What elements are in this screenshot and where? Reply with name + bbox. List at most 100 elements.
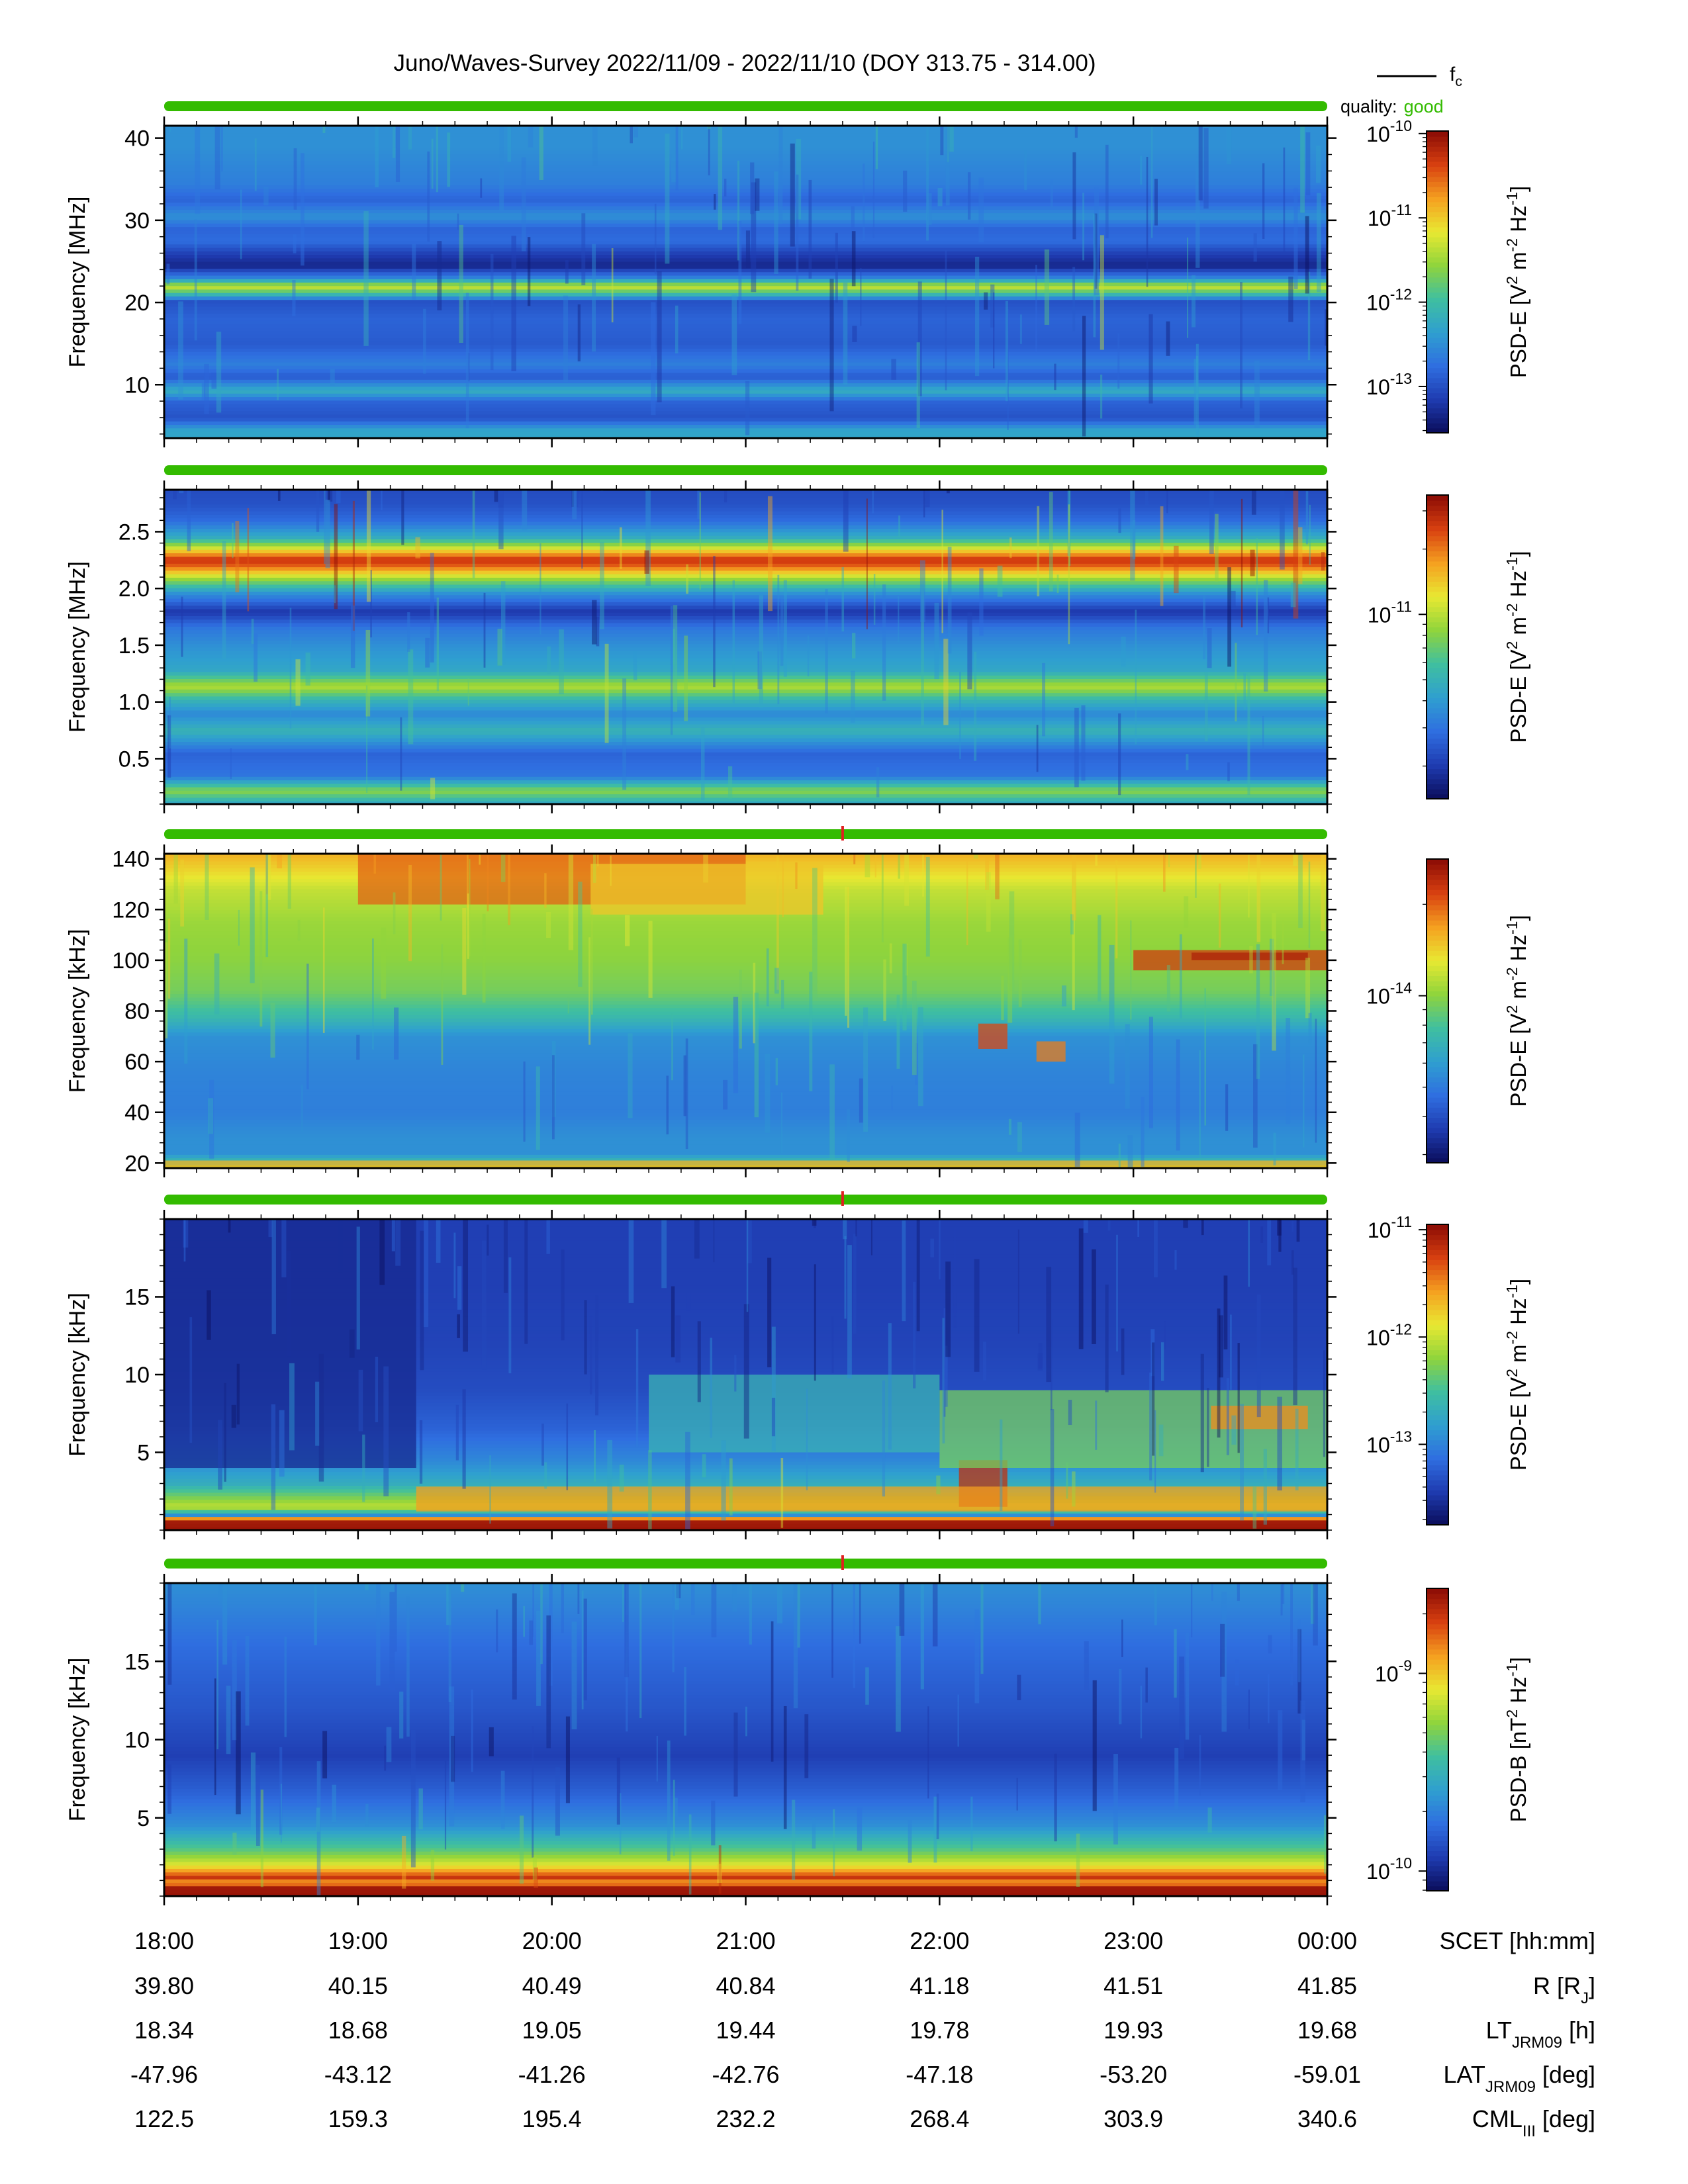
spectrum-row bbox=[164, 1112, 1327, 1116]
colorbar-step bbox=[1427, 606, 1448, 612]
colorbar-step bbox=[1427, 292, 1448, 298]
texture-streak bbox=[1227, 762, 1230, 782]
spectrum-row bbox=[164, 972, 1327, 977]
spectrum-row bbox=[164, 1253, 1327, 1258]
colorbar-step bbox=[1427, 171, 1448, 177]
spectrum-row bbox=[164, 556, 1327, 561]
texture-streak bbox=[747, 1219, 752, 1263]
ephemeris-value: 19.68 bbox=[1297, 2017, 1357, 2044]
colorbar-step bbox=[1427, 621, 1448, 627]
texture-streak bbox=[1150, 1329, 1155, 1377]
texture-streak bbox=[829, 279, 834, 412]
texture-streak bbox=[256, 1764, 260, 1846]
colorbar-step bbox=[1427, 1444, 1448, 1451]
colorbar-step bbox=[1427, 879, 1448, 886]
texture-streak bbox=[774, 968, 779, 994]
y-tick-label: 10 bbox=[124, 1728, 150, 1753]
ephemeris-value: -47.96 bbox=[130, 2061, 198, 2088]
texture-streak bbox=[882, 584, 886, 701]
ephemeris-row: 122.5 159.3 195.4 232.2 268.4 303.9 340.6 CMLII… bbox=[134, 2105, 1595, 2140]
spectrum-row bbox=[164, 261, 1327, 265]
spectrum-row bbox=[164, 1798, 1327, 1803]
colorbar-step bbox=[1427, 723, 1448, 729]
texture-streak bbox=[1093, 214, 1096, 338]
texture-streak bbox=[577, 304, 581, 362]
colorbar-step bbox=[1427, 1394, 1448, 1400]
colorbar-step bbox=[1427, 1239, 1448, 1246]
texture-streak bbox=[1054, 363, 1056, 390]
texture-streak bbox=[648, 1450, 652, 1529]
texture-streak bbox=[1092, 1680, 1097, 1811]
spectrum-row bbox=[164, 1670, 1327, 1674]
texture-streak bbox=[1253, 1044, 1258, 1148]
colorbar-step bbox=[1427, 601, 1448, 608]
colorbar-step bbox=[1427, 287, 1448, 293]
texture-streak bbox=[277, 490, 281, 501]
ephemeris-value: 340.6 bbox=[1297, 2105, 1357, 2132]
texture-streak bbox=[592, 854, 596, 883]
texture-streak bbox=[908, 1820, 912, 1863]
ephemeris-value: 232.2 bbox=[716, 2105, 775, 2132]
texture-streak bbox=[408, 126, 412, 150]
texture-streak bbox=[1199, 1050, 1201, 1158]
y-tick-label: 60 bbox=[124, 1050, 150, 1075]
texture-streak bbox=[947, 547, 952, 654]
colorbar-step bbox=[1427, 1500, 1448, 1506]
texture-streak bbox=[287, 1251, 291, 1357]
texture-streak bbox=[852, 326, 857, 342]
texture-streak bbox=[559, 629, 564, 695]
colorbar-step bbox=[1427, 1375, 1448, 1381]
texture-streak bbox=[293, 234, 297, 253]
texture-streak bbox=[375, 1356, 379, 1422]
spectrum-row bbox=[164, 406, 1327, 412]
texture-streak bbox=[391, 1219, 395, 1251]
colorbar-step bbox=[1427, 1520, 1448, 1525]
texture-streak bbox=[232, 1639, 237, 1741]
spectrum-row bbox=[164, 639, 1327, 645]
texture-streak bbox=[184, 938, 188, 1064]
texture-streak bbox=[461, 1583, 465, 1592]
spectrum-row bbox=[164, 316, 1327, 321]
texture-streak bbox=[1219, 884, 1221, 948]
texture-streak bbox=[1308, 1013, 1312, 1045]
texture-streak bbox=[1137, 1219, 1139, 1238]
colorbar-step bbox=[1427, 1117, 1448, 1123]
spectrum-row bbox=[164, 931, 1327, 935]
colorbar-tick-label: 10-12 bbox=[1366, 286, 1412, 315]
spectrum-row bbox=[164, 573, 1327, 578]
spectrum-row bbox=[164, 678, 1327, 683]
spectrum-row bbox=[164, 692, 1327, 697]
spectrum-row bbox=[164, 1038, 1327, 1043]
texture-streak bbox=[943, 639, 949, 725]
colorbar-step bbox=[1427, 1062, 1448, 1068]
texture-streak bbox=[888, 1323, 892, 1450]
texture-streak bbox=[860, 268, 862, 326]
texture-streak bbox=[1154, 179, 1158, 226]
y-tick-label: 20 bbox=[124, 291, 150, 316]
texture-streak bbox=[179, 490, 184, 494]
texture-streak bbox=[754, 992, 759, 1118]
spectrum-row bbox=[164, 1778, 1327, 1782]
texture-streak bbox=[751, 182, 757, 293]
texture-streak bbox=[467, 352, 470, 382]
spectrum-row bbox=[164, 1764, 1327, 1768]
texture-streak bbox=[1127, 1135, 1133, 1168]
texture-streak bbox=[1174, 1629, 1177, 1698]
texture-streak bbox=[1050, 1319, 1053, 1410]
texture-streak bbox=[597, 854, 599, 867]
colorbar-step bbox=[1427, 1494, 1448, 1501]
texture-streak bbox=[628, 1219, 634, 1303]
texture-streak bbox=[804, 1714, 809, 1778]
ephemeris-value: 41.18 bbox=[910, 1972, 969, 1999]
colorbar-step bbox=[1427, 889, 1448, 895]
ephemeris-value: 41.85 bbox=[1297, 1972, 1357, 1999]
texture-streak bbox=[540, 1583, 543, 1664]
texture-streak bbox=[236, 1363, 240, 1425]
texture-streak bbox=[927, 1706, 929, 1799]
texture-streak bbox=[1280, 490, 1285, 570]
texture-streak bbox=[581, 1590, 584, 1709]
y-tick-label: 10 bbox=[124, 373, 150, 398]
texture-streak bbox=[676, 1583, 681, 1598]
colorbar-step bbox=[1427, 733, 1448, 739]
texture-streak bbox=[1146, 156, 1149, 287]
